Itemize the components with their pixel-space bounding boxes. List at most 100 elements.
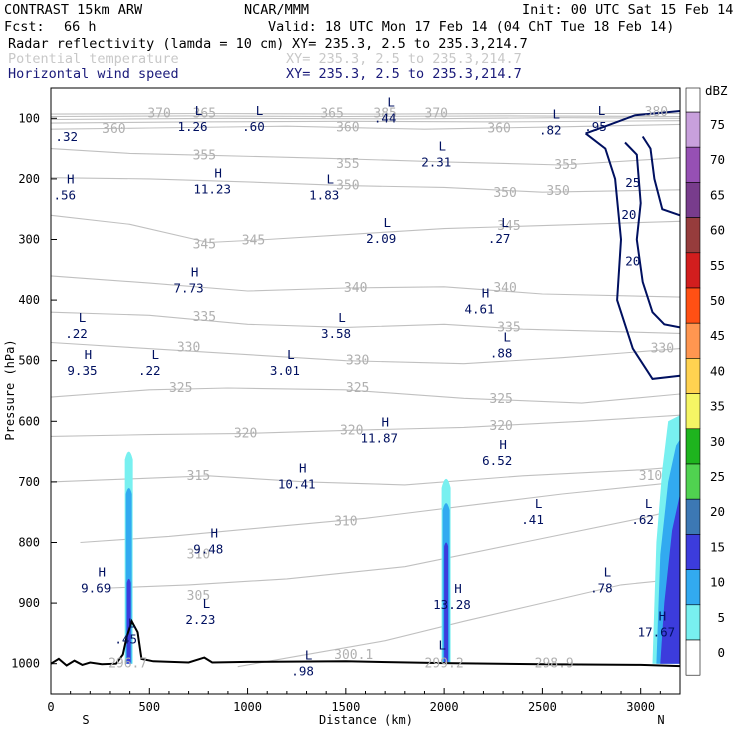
wind-extremum: L1.83 — [309, 171, 339, 202]
isentrope-line — [50, 177, 681, 193]
reflectivity-shading — [124, 415, 680, 664]
extremum-value: 6.52 — [482, 453, 512, 468]
extremum-value: 11.87 — [360, 430, 398, 445]
extremum-kind: L — [387, 94, 395, 109]
wind-extremum: L.60 — [242, 103, 265, 134]
isentrope-label: 365 — [193, 106, 216, 121]
colorbar-swatch — [685, 428, 701, 465]
wind-speed-contours — [584, 110, 681, 380]
field-1-xy: XY= 235.3, 2.5 to 235.3,214.7 — [292, 36, 528, 52]
isentrope-line — [50, 112, 680, 115]
isentrope-label: 350 — [336, 179, 359, 194]
isentrope-line — [50, 275, 681, 298]
terrain-line — [50, 618, 681, 668]
colorbar-level-label: 65 — [710, 187, 725, 202]
colorbar-swatch — [685, 639, 701, 676]
field-2-name: Potential temperature — [8, 51, 179, 67]
colorbar-level-label: 45 — [710, 328, 725, 343]
extremum-value: 1.83 — [309, 187, 339, 202]
x-axis: 0 500 1000 1500 2000 2500 3000 — [47, 688, 661, 714]
extremum-kind: L — [203, 596, 211, 611]
isentrope-label: 296.7 — [108, 657, 147, 672]
isentrope-label: 325 — [346, 381, 369, 396]
colorbar-level-label: 70 — [710, 152, 725, 167]
isentrope-line — [50, 414, 681, 437]
wind-extrema-labels: L1.26L.60L.44 L.82L.95.32L2.31H11.23L1.83… — [53, 94, 675, 678]
isentrope-label: 325 — [169, 381, 192, 396]
colorbar-level-label: 20 — [710, 504, 725, 519]
isentrope-line — [50, 466, 681, 486]
y-axis-title: Pressure (hPa) — [3, 339, 17, 440]
x-tick-label: 2000 — [430, 700, 459, 714]
extremum-kind: H — [381, 414, 389, 429]
x-tick-label: 1500 — [331, 700, 360, 714]
isentrope-line — [50, 120, 681, 124]
colorbar-level-label: 40 — [710, 363, 725, 378]
extremum-kind: L — [195, 103, 203, 118]
isentrope-line — [50, 117, 681, 121]
isentrope-label: 335 — [193, 310, 216, 325]
isentrope-label: 330 — [346, 354, 369, 369]
extremum-kind: H — [191, 265, 199, 280]
wind-extremum: L.45 — [114, 616, 137, 647]
colorbar-swatch — [685, 393, 701, 430]
colorbar-level-label: 5 — [717, 610, 725, 625]
isentrope-label: 320 — [234, 426, 257, 441]
fcst-label: Fcst: — [4, 19, 45, 35]
isentrope-label: 320 — [489, 419, 512, 434]
wind-extremum: L.41 — [521, 496, 544, 527]
wind-extremum: H13.28 — [433, 581, 471, 612]
colorbar-swatch — [685, 252, 701, 289]
extremum-kind: L — [501, 215, 509, 230]
colorbar-swatch — [685, 287, 701, 324]
extremum-kind: H — [499, 437, 507, 452]
isentrope-label: 355 — [336, 157, 359, 172]
extremum-kind: H — [454, 581, 462, 596]
colorbar-level-label: 50 — [710, 293, 725, 308]
x-tick-label: 500 — [138, 700, 160, 714]
extremum-value: 11.23 — [193, 181, 231, 196]
extremum-kind: L — [287, 347, 295, 362]
extremum-value: 1.26 — [177, 119, 207, 134]
extremum-kind: L — [383, 215, 391, 230]
wind-extremum: L2.23 — [185, 596, 215, 627]
wind-extremum: L — [438, 637, 446, 652]
isentrope-line — [237, 578, 681, 668]
extremum-value: 2.09 — [366, 231, 396, 246]
wind-extremum: H9.48 — [193, 525, 223, 556]
extremum-kind: L — [645, 496, 653, 511]
colorbar-swatch — [685, 217, 701, 254]
extremum-kind: H — [214, 165, 222, 180]
extremum-value: 10.41 — [278, 476, 316, 491]
isentrope-label: 350 — [546, 184, 569, 199]
reflectivity-plume-15dbz — [126, 578, 131, 664]
extremum-kind: H — [659, 608, 667, 623]
wind-extremum: L.22 — [138, 347, 161, 378]
colorbar-level-label: 25 — [710, 469, 725, 484]
wind-extremum: L.22 — [65, 310, 88, 341]
wind-extremum: L.88 — [490, 330, 513, 361]
wind-extremum: H6.52 — [482, 437, 512, 468]
colorbar-swatch — [685, 358, 701, 394]
plot-area: 360 370 365 365 385 370 360 360 380 355 355 355 350 3… — [50, 87, 681, 695]
extremum-kind: L — [256, 103, 264, 118]
extremum-value: .41 — [521, 512, 544, 527]
wind-extremum: L3.01 — [270, 347, 300, 378]
extremum-value: 3.58 — [321, 326, 351, 341]
extremum-kind: L — [535, 496, 543, 511]
fcst-value: 66 h — [64, 19, 97, 35]
colorbar-level-label: 15 — [710, 539, 725, 554]
isentrope-label: 380 — [645, 105, 668, 120]
y-tick-label: 700 — [18, 475, 40, 489]
extremum-value: 17.67 — [638, 624, 676, 639]
isentrope-line — [50, 123, 681, 130]
isentrope-label: 365 — [320, 106, 343, 121]
extremum-kind: H — [299, 460, 307, 475]
wind-extremum: .32 — [55, 129, 78, 144]
y-tick-label: 300 — [18, 233, 40, 247]
isentrope-label: 325 — [489, 392, 512, 407]
isentrope-label: 355 — [554, 158, 577, 173]
wind-extremum: L.82 — [539, 107, 562, 138]
